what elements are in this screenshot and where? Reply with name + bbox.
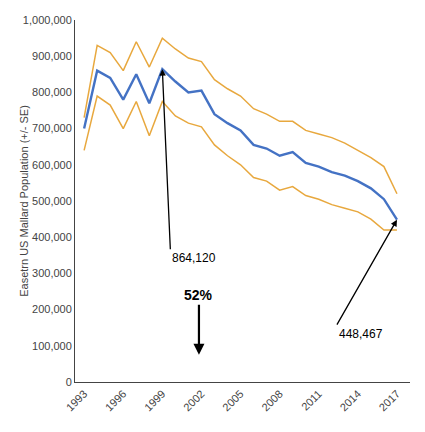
svg-text:2011: 2011 bbox=[299, 388, 324, 413]
svg-text:800,000: 800,000 bbox=[32, 86, 72, 98]
svg-text:Easetrn US Mallard Population: Easetrn US Mallard Population (+/- SE) bbox=[18, 105, 30, 297]
svg-text:700,000: 700,000 bbox=[32, 122, 72, 134]
svg-text:2014: 2014 bbox=[337, 388, 363, 414]
svg-text:52%: 52% bbox=[184, 287, 213, 303]
svg-text:2005: 2005 bbox=[220, 388, 246, 414]
svg-text:2002: 2002 bbox=[181, 388, 207, 414]
svg-text:2017: 2017 bbox=[376, 388, 402, 414]
svg-text:864,120: 864,120 bbox=[172, 251, 216, 265]
svg-text:600,000: 600,000 bbox=[32, 159, 72, 171]
svg-text:1999: 1999 bbox=[142, 388, 168, 414]
svg-text:500,000: 500,000 bbox=[32, 195, 72, 207]
svg-text:1993: 1993 bbox=[64, 388, 90, 414]
svg-text:2008: 2008 bbox=[259, 388, 285, 414]
svg-text:400,000: 400,000 bbox=[32, 231, 72, 243]
svg-text:448,467: 448,467 bbox=[339, 327, 383, 341]
svg-text:0: 0 bbox=[66, 376, 72, 388]
svg-text:1,000,000: 1,000,000 bbox=[23, 14, 72, 26]
svg-text:300,000: 300,000 bbox=[32, 267, 72, 279]
svg-text:1996: 1996 bbox=[103, 388, 129, 414]
svg-text:100,000: 100,000 bbox=[32, 340, 72, 352]
svg-text:200,000: 200,000 bbox=[32, 303, 72, 315]
svg-text:900,000: 900,000 bbox=[32, 50, 72, 62]
